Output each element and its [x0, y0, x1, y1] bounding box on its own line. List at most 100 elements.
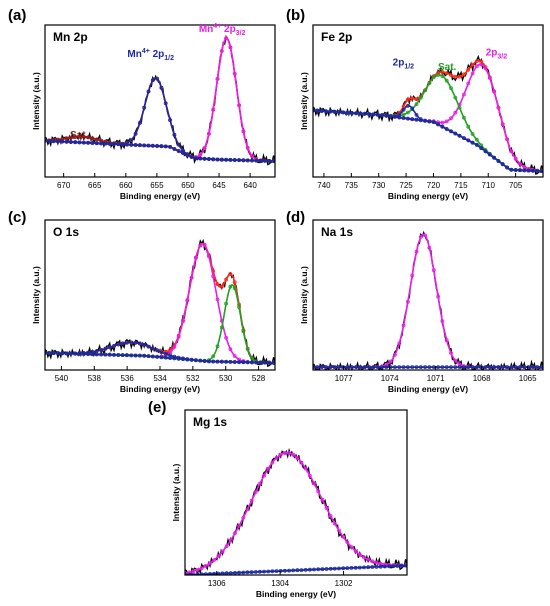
- series-component-point: [150, 346, 155, 351]
- series-envelope-point: [440, 70, 445, 74]
- series-component-point: [470, 71, 475, 76]
- series-component-point: [370, 559, 375, 564]
- series-background-point: [202, 156, 207, 161]
- series-background-point: [313, 365, 315, 369]
- series-component-point: [155, 76, 160, 81]
- series-component-point: [129, 340, 134, 345]
- series-background-point: [414, 365, 419, 370]
- series-background-point: [193, 156, 198, 161]
- series-background-point: [146, 143, 151, 148]
- series-data-line: [313, 230, 543, 370]
- series-background-point: [253, 570, 258, 574]
- series-background-point: [69, 140, 73, 144]
- panel-label: (e): [148, 399, 166, 416]
- series-component-point: [99, 348, 103, 352]
- series-background-point: [457, 133, 462, 138]
- series-background-point: [271, 360, 275, 365]
- series-background-point: [483, 365, 488, 370]
- series-component-point: [427, 81, 432, 85]
- series-component-point: [461, 115, 466, 120]
- series-background-point: [107, 141, 112, 146]
- series-background-point: [349, 566, 354, 570]
- series-background-point: [129, 142, 134, 147]
- x-tick-label: 1068: [473, 374, 491, 383]
- series-component-point: [431, 268, 436, 273]
- series-component-point: [431, 75, 436, 79]
- y-axis-label: Intensity (a.u.): [299, 72, 309, 130]
- series-envelope-point: [457, 74, 462, 79]
- x-axis-label: Binding energy (eV): [388, 384, 468, 394]
- series-background-point: [375, 365, 380, 370]
- panel-label: (d): [286, 209, 305, 226]
- series-background-point: [137, 353, 142, 358]
- series-background-point: [375, 112, 380, 117]
- series-background-point: [366, 565, 371, 570]
- series-background-point: [358, 365, 363, 370]
- series-background-point: [270, 569, 275, 574]
- series-background-point: [133, 143, 138, 147]
- x-tick-label: 534: [153, 374, 167, 383]
- series-background-point: [193, 358, 198, 363]
- series-background-point: [274, 569, 279, 573]
- series-component-point: [483, 66, 488, 71]
- series-envelope-point: [401, 104, 406, 109]
- series-background-point: [237, 570, 242, 575]
- series-component-point: [233, 531, 237, 536]
- series-background-point: [237, 360, 242, 365]
- series-background-point: [163, 144, 168, 149]
- series-component-point: [461, 92, 466, 97]
- series-component-point: [295, 456, 300, 460]
- series-background-line: [313, 109, 543, 173]
- panel-b: (b) Fe 2p 740 735 730 725 720 715 710 705 Binding …: [286, 7, 544, 201]
- peak-annotation: Mn4+ 2p1/2: [127, 48, 174, 62]
- series-background-point: [349, 111, 354, 115]
- series-component-point: [418, 234, 423, 239]
- series-component-point: [90, 136, 95, 141]
- series-envelope-point: [410, 96, 415, 101]
- series-background-point: [64, 351, 69, 356]
- series-component-point: [129, 138, 134, 143]
- series-background-point: [349, 365, 354, 370]
- series-background-point: [526, 365, 531, 370]
- panel-a: (a) Mn 2p 670 665 660 655 650 645 640 Binding ene…: [8, 7, 276, 201]
- series-background-point: [362, 565, 366, 570]
- series-background-point: [313, 108, 315, 113]
- series-background-point: [470, 140, 475, 145]
- series-background-point: [116, 353, 121, 357]
- series-component-point: [449, 116, 453, 121]
- panel-d: (d) Na 1s 1077 1074 1071 1068 1065 Binding ener…: [286, 209, 544, 394]
- series-component-point: [470, 132, 475, 136]
- series-component-point: [410, 106, 415, 111]
- series-component-point: [103, 346, 108, 351]
- series-background-point: [60, 139, 65, 144]
- series-component-point: [453, 358, 458, 363]
- series-component-point: [142, 105, 147, 110]
- series-background-point: [414, 117, 419, 122]
- x-axis-label: Binding energy (eV): [120, 191, 200, 201]
- series-component-point: [237, 305, 242, 310]
- series-component-point: [474, 137, 479, 142]
- series-component-point: [444, 78, 449, 83]
- series-component-point: [341, 534, 346, 539]
- series-component-point: [215, 344, 220, 349]
- series-background-point: [423, 119, 428, 123]
- series-background-point: [120, 353, 125, 358]
- plot-area: [313, 54, 543, 175]
- series-background-point: [418, 365, 423, 370]
- x-tick-label: 655: [150, 181, 164, 190]
- series-background-point: [172, 356, 177, 361]
- series-background-point: [51, 351, 56, 356]
- series-component-point: [176, 142, 181, 147]
- series-component-point: [440, 319, 445, 324]
- series-background-point: [500, 162, 505, 167]
- series-background-point: [513, 168, 518, 172]
- series-component-point: [163, 101, 168, 106]
- series-background-point: [522, 365, 527, 370]
- series-background-point: [211, 359, 216, 364]
- series-background-point: [418, 118, 423, 123]
- series-component-point: [81, 134, 86, 139]
- series-component-point: [211, 354, 216, 359]
- series-component-point: [466, 124, 471, 129]
- series-background-point: [208, 572, 212, 575]
- series-component-point: [202, 146, 207, 151]
